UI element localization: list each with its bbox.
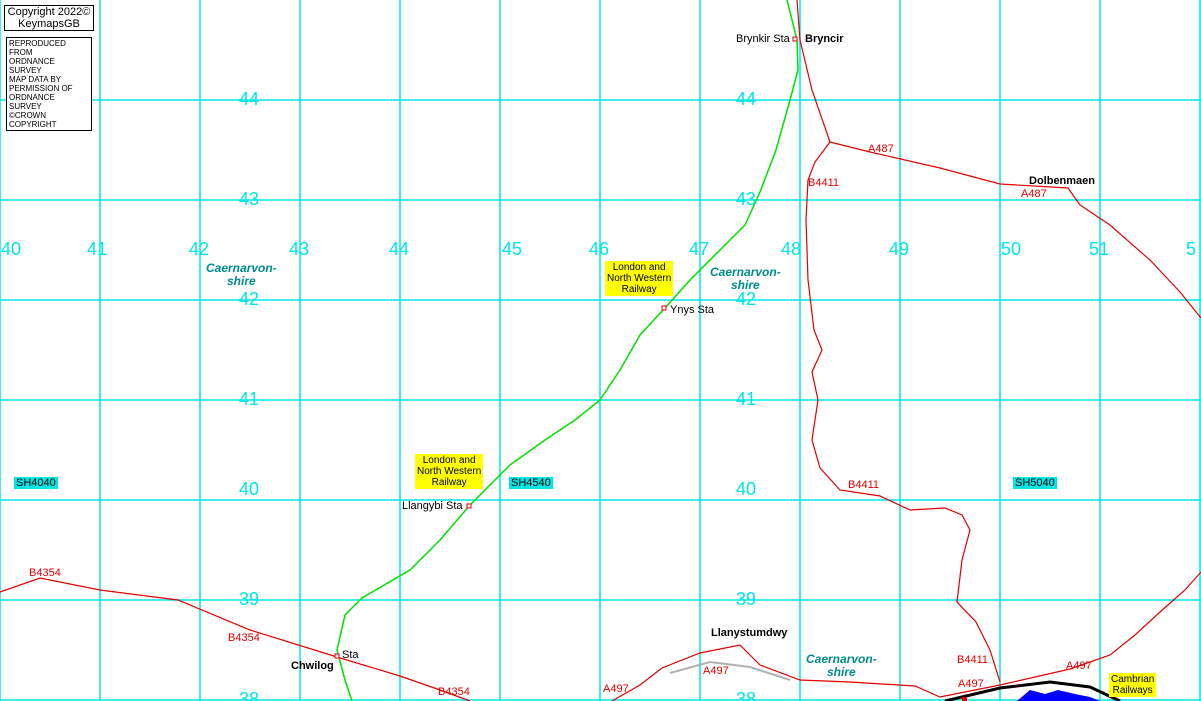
easting-label: 48: [781, 239, 802, 259]
station-brynkir: Brynkir Sta: [736, 33, 790, 45]
county-label: Caernarvon- shire: [206, 261, 277, 288]
road-label: A497: [703, 665, 729, 677]
northing-label: 42: [239, 289, 260, 309]
easting-label: 47: [689, 239, 710, 259]
northing-label: 41: [239, 389, 260, 409]
northing-label: 43: [736, 189, 757, 209]
county-label: Caernarvon- shire: [710, 265, 781, 292]
grid-square-label: SH4040: [14, 477, 58, 489]
road-label: B4354: [29, 567, 61, 579]
railway-label: London and North Western Railway: [605, 261, 674, 296]
station-marker-ynys: [661, 305, 667, 311]
easting-label: 50: [1001, 239, 1022, 259]
station-marker-chwilog: [334, 653, 340, 659]
license-box: REPRODUCED FROM ORDNANCE SURVEY MAP DATA B…: [6, 37, 92, 131]
easting-label: 51: [1089, 239, 1110, 259]
road-label: A487: [1021, 188, 1047, 200]
railway-label: London and North Western Railway: [415, 454, 484, 489]
station-llangybi: Llangybi Sta: [402, 500, 463, 512]
easting-label: 41: [87, 239, 108, 259]
road-b4411: [805, 141, 1001, 683]
grid-square-label: SH4540: [509, 477, 553, 489]
easting-label: 45: [502, 239, 523, 259]
northing-label: 44: [736, 89, 757, 109]
northing-label: 39: [239, 589, 260, 609]
easting-label: 49: [889, 239, 910, 259]
northing-label: 41: [736, 389, 757, 409]
northing-label: 38: [736, 689, 757, 701]
copyright-owner: KeymapsGB: [18, 18, 80, 30]
northing-label: 40: [736, 479, 757, 499]
station-chwilog: Sta: [342, 649, 359, 661]
road-b4354: [0, 577, 471, 701]
road-label: B4354: [228, 632, 260, 644]
northing-label: 39: [736, 589, 757, 609]
easting-label: 44: [389, 239, 410, 259]
station-marker-cambrian: [962, 697, 967, 701]
place-dolbenmaen: Dolbenmaen: [1029, 175, 1096, 187]
road-a497: [611, 571, 1201, 701]
copyright-box: Copyright 2022© KeymapsGB: [4, 5, 94, 31]
grid-square-label: SH5040: [1013, 477, 1057, 489]
license-line: ORDNANCE SURVEY: [9, 93, 55, 111]
license-line: ORDNANCE SURVEY: [9, 57, 55, 75]
easting-label: 43: [289, 239, 310, 259]
road-label: B4354: [438, 686, 470, 698]
minor-road: [669, 660, 791, 681]
place-llanystumdwy: Llanystumdwy: [711, 627, 788, 639]
easting-label: 46: [589, 239, 610, 259]
station-marker-llangybi: [466, 503, 472, 509]
road-label: A497: [603, 683, 629, 695]
place-bryncir: Bryncir: [805, 33, 844, 45]
water-area: [1017, 690, 1100, 701]
license-line: PERMISSION OF: [9, 84, 73, 93]
road-label: B4411: [957, 654, 988, 666]
cambrian-railway-line: [944, 680, 1121, 701]
easting-label: 42: [189, 239, 210, 259]
northing-label: 42: [736, 289, 757, 309]
railway-label: Cambrian Railways: [1109, 673, 1157, 697]
road-label: B4411: [808, 177, 839, 189]
road-bryncir: [796, 0, 831, 143]
easting-label: 40: [1, 239, 22, 259]
road-label: B4411: [848, 479, 879, 491]
northing-label: 43: [239, 189, 260, 209]
road-label: A487: [868, 143, 894, 155]
lnwr-railway-line: [336, 0, 799, 701]
road-a487: [829, 141, 1201, 319]
northing-label: 40: [239, 479, 260, 499]
copyright-text: Copyright 2022©: [7, 6, 91, 18]
northing-label: 38: [239, 689, 260, 701]
road-label: A497: [1066, 660, 1092, 672]
license-line: MAP DATA BY: [9, 75, 62, 84]
station-ynys: Ynys Sta: [670, 304, 715, 316]
place-chwilog: Chwilog: [291, 660, 334, 672]
road-label: A497: [958, 678, 984, 690]
county-label: Caernarvon- shire: [806, 652, 877, 679]
license-line: REPRODUCED FROM: [9, 39, 66, 57]
northing-label: 44: [239, 89, 260, 109]
station-marker-brynkir: [792, 36, 798, 42]
license-line: ©CROWN COPYRIGHT: [9, 111, 57, 129]
easting-label: 5: [1186, 239, 1197, 259]
